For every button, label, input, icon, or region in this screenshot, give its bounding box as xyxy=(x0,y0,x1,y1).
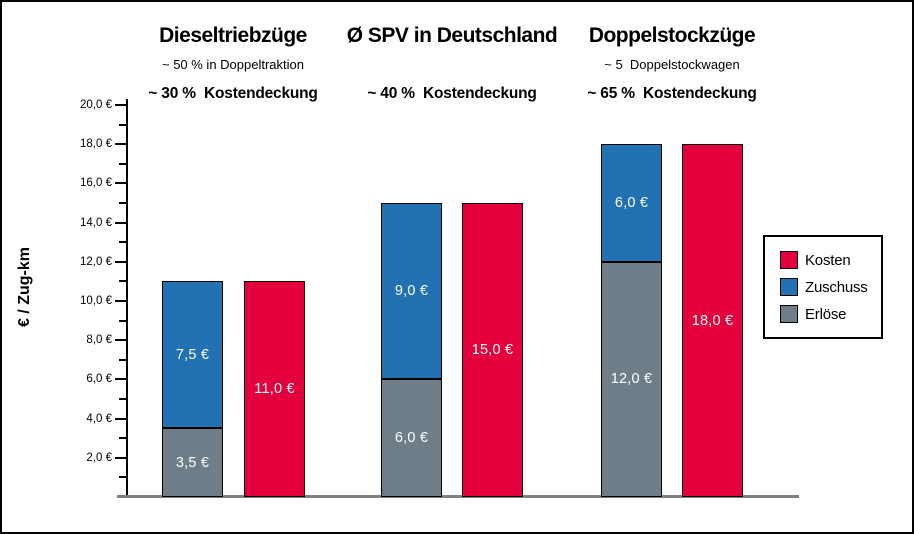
major-tick xyxy=(115,143,128,145)
legend-item-erloese: Erlöse xyxy=(780,305,881,323)
major-tick xyxy=(115,104,128,106)
minor-tick xyxy=(119,163,128,165)
y-tick-label: 16,0 € xyxy=(80,177,112,189)
kosten-swatch-icon xyxy=(780,251,798,269)
group-title: Dieseltriebzüge xyxy=(159,24,307,47)
major-tick xyxy=(115,300,128,302)
bar-value-label: 15,0 € xyxy=(471,342,514,358)
y-tick-label: 12,0 € xyxy=(80,256,112,268)
major-tick xyxy=(115,182,128,184)
bar-segment-zuschuss: 7,5 € xyxy=(162,281,223,429)
minor-tick xyxy=(119,320,128,322)
y-axis-label: € / Zug-km xyxy=(16,247,33,328)
major-tick xyxy=(115,457,128,459)
group-title: Doppelstockzüge xyxy=(588,24,756,47)
group-coverage: ~ 30 % Kostendeckung xyxy=(148,85,318,102)
y-tick-label: 14,0 € xyxy=(80,217,112,229)
legend-item-zuschuss: Zuschuss xyxy=(780,278,881,296)
group-subtitle xyxy=(327,57,577,72)
minor-tick xyxy=(119,241,128,243)
minor-tick xyxy=(119,398,128,400)
y-tick-label: 18,0 € xyxy=(80,138,112,150)
bar-segment-erloese: 6,0 € xyxy=(381,379,442,497)
group-coverage: ~ 65 % Kostendeckung xyxy=(587,85,757,102)
bar-value-label: 18,0 € xyxy=(691,312,734,329)
y-tick-label: 6,0 € xyxy=(86,373,112,385)
minor-tick xyxy=(119,437,128,439)
y-axis-line xyxy=(126,99,128,497)
group-title: Ø SPV in Deutschland xyxy=(346,24,558,47)
y-tick-label: 2,0 € xyxy=(86,452,112,464)
group-header-spv-deutschland: Ø SPV in Deutschland ~ 40 % Kostendeckun… xyxy=(327,24,577,103)
bar-kosten: 18,0 € xyxy=(682,144,743,497)
legend-label: Zuschuss xyxy=(805,278,868,296)
bar-segment-zuschuss: 6,0 € xyxy=(601,144,662,262)
minor-tick xyxy=(119,124,128,126)
major-tick xyxy=(115,222,128,224)
zuschuss-swatch-icon xyxy=(780,278,798,296)
x-axis-line xyxy=(117,495,799,498)
y-tick-label: 20,0 € xyxy=(80,99,112,111)
bar-value-label: 6,0 € xyxy=(614,194,649,211)
minor-tick xyxy=(119,476,128,478)
bar-segment-zuschuss: 9,0 € xyxy=(381,203,442,380)
y-tick-label: 8,0 € xyxy=(86,334,112,346)
group-coverage: ~ 40 % Kostendeckung xyxy=(367,85,537,102)
bar-kosten: 15,0 € xyxy=(462,203,523,497)
y-tick-label: 4,0 € xyxy=(86,413,112,425)
bar-value-label: 12,0 € xyxy=(610,371,653,388)
erloese-swatch-icon xyxy=(780,305,798,323)
major-tick xyxy=(115,378,128,380)
bar-value-label: 9,0 € xyxy=(394,283,429,300)
major-tick xyxy=(115,261,128,263)
group-header-doppelstockzuege: Doppelstockzüge ~ 5 Doppelstockwagen ~ 6… xyxy=(547,24,797,103)
major-tick xyxy=(115,339,128,341)
legend-label: Erlöse xyxy=(805,305,847,323)
minor-tick xyxy=(119,359,128,361)
group-subtitle: ~ 5 Doppelstockwagen xyxy=(604,57,740,72)
bar-value-label: 6,0 € xyxy=(394,430,429,447)
bar-segment-erloese: 12,0 € xyxy=(601,261,662,497)
bar-segment-erloese: 3,5 € xyxy=(162,428,223,497)
group-subtitle: ~ 50 % in Doppeltraktion xyxy=(161,57,304,72)
y-tick-label: 10,0 € xyxy=(80,295,112,307)
bar-value-label: 11,0 € xyxy=(254,381,295,398)
legend: Kosten Zuschuss Erlöse xyxy=(763,235,883,339)
group-header-dieseltriebzuege: Dieseltriebzüge ~ 50 % in Doppeltraktion… xyxy=(108,24,358,103)
bar-kosten: 11,0 € xyxy=(244,281,305,497)
legend-item-kosten: Kosten xyxy=(780,251,881,269)
legend-label: Kosten xyxy=(805,251,851,269)
bar-value-label: 3,5 € xyxy=(175,454,210,471)
major-tick xyxy=(115,418,128,420)
minor-tick xyxy=(119,202,128,204)
minor-tick xyxy=(119,280,128,282)
bar-value-label: 7,5 € xyxy=(175,346,210,363)
